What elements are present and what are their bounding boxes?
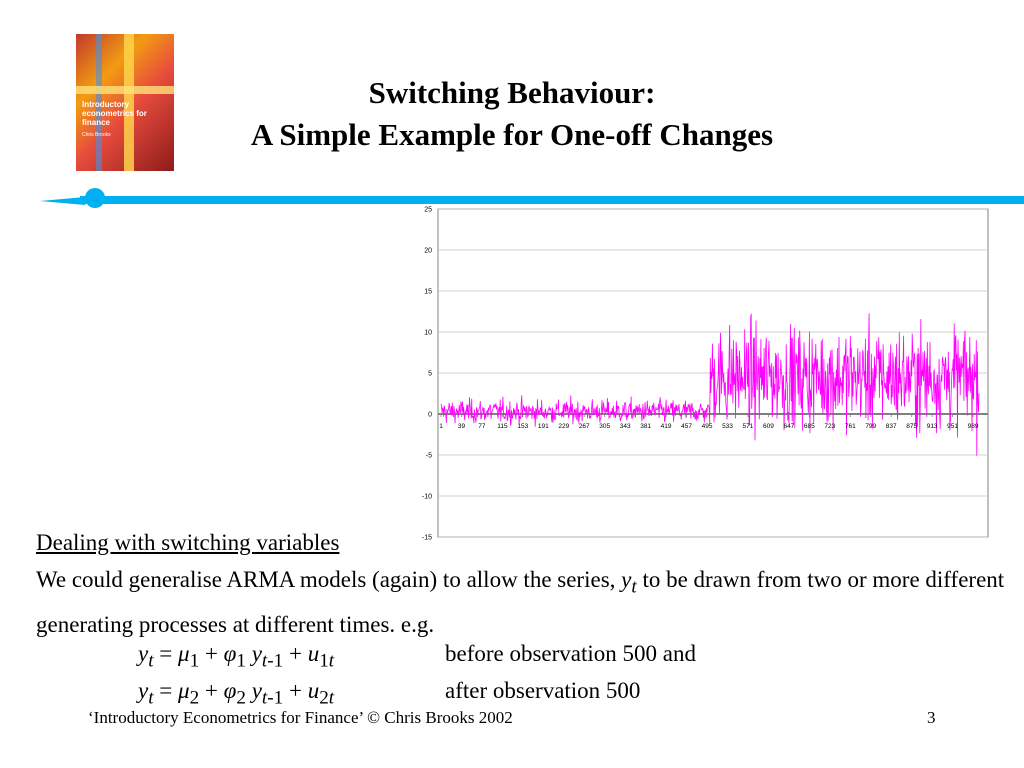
body-text: Dealing with switching variables We coul… (36, 524, 1006, 643)
x-tick-label: 951 (947, 423, 958, 430)
x-tick-label: 343 (620, 423, 631, 430)
x-tick-label: 39 (458, 423, 466, 430)
y-tick-label: -5 (426, 453, 432, 460)
page-number: 3 (927, 708, 936, 727)
slide-title-line1: Switching Behaviour: (368, 75, 656, 110)
x-tick-label: 77 (478, 423, 486, 430)
x-tick-label: 761 (845, 423, 856, 430)
y-tick-label: -15 (422, 535, 432, 542)
y-tick-label: -10 (422, 494, 432, 501)
x-tick-label: 1 (439, 423, 443, 430)
y-tick-label: 0 (428, 412, 432, 419)
x-tick-label: 305 (599, 423, 610, 430)
y-tick-label: 20 (424, 248, 432, 255)
x-tick-label: 799 (865, 423, 876, 430)
footer-copyright: ‘Introductory Econometrics for Finance’ … (88, 708, 513, 727)
equation-1: yt = μ1 + φ1 yt-1 + u1t (138, 641, 335, 672)
x-tick-label: 571 (743, 423, 754, 430)
x-tick-label: 913 (927, 423, 938, 430)
equation-2-condition: after observation 500 (445, 678, 641, 703)
x-tick-label: 685 (804, 423, 815, 430)
equation-2: yt = μ2 + φ2 yt-1 + u2t (138, 678, 335, 709)
series-line (440, 313, 980, 456)
decorative-rule (40, 188, 1024, 208)
x-tick-label: 267 (579, 423, 590, 430)
x-tick-label: 609 (763, 423, 774, 430)
body-heading: Dealing with switching variables (36, 530, 340, 555)
x-tick-label: 115 (497, 423, 508, 430)
slide-title: Switching Behaviour: A Simple Example fo… (0, 72, 1024, 156)
x-tick-label: 495 (702, 423, 713, 430)
x-tick-label: 875 (906, 423, 917, 430)
x-tick-label: 837 (886, 423, 897, 430)
book-cover-image: Introductory econometrics for finance Ch… (76, 34, 174, 171)
slide-title-line2: A Simple Example for One-off Changes (250, 117, 774, 152)
y-tick-label: 10 (424, 330, 432, 337)
x-tick-label: 533 (722, 423, 733, 430)
x-tick-label: 381 (640, 423, 651, 430)
y-tick-label: 15 (424, 289, 432, 296)
x-tick-label: 723 (824, 423, 835, 430)
x-tick-label: 191 (538, 423, 549, 430)
x-tick-label: 229 (558, 423, 569, 430)
x-tick-label: 647 (783, 423, 794, 430)
x-tick-label: 457 (681, 423, 692, 430)
y-tick-label: 5 (428, 371, 432, 378)
x-tick-label: 989 (968, 423, 979, 430)
book-cover-title: Introductory econometrics for finance (82, 100, 147, 127)
equation-1-condition: before observation 500 and (445, 641, 697, 666)
switching-series-chart: 25 20 15 10 5 0 -5 -10 -15 1 39 77 115 153 191 229 267 30… (422, 207, 989, 542)
book-cover-author: Chris Brooks (82, 132, 111, 138)
y-tick-label: 25 (424, 207, 432, 214)
x-tick-label: 153 (517, 423, 528, 430)
x-tick-label: 419 (661, 423, 672, 430)
body-paragraph: We could generalise ARMA models (again) … (36, 567, 1005, 637)
